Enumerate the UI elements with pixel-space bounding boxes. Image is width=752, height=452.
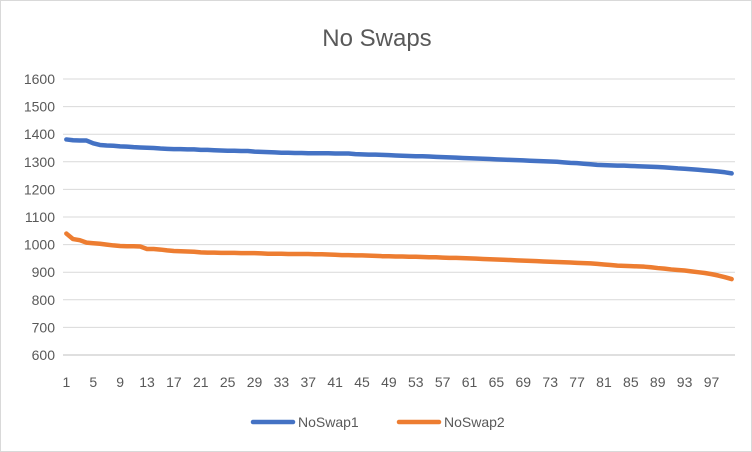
y-tick-label: 1300 xyxy=(24,154,55,170)
x-tick-label: 73 xyxy=(542,374,558,390)
x-axis-ticks: 1 5 9 13 17 21 25 29 33 37 41 45 49 53 57 61 65 69 73 77 81 8… xyxy=(62,374,719,390)
legend: NoSwap1 NoSwap2 xyxy=(250,414,505,430)
x-tick-label: 61 xyxy=(462,374,478,390)
x-tick-label: 29 xyxy=(247,374,263,390)
y-tick-label: 1000 xyxy=(24,237,55,253)
x-tick-label: 89 xyxy=(650,374,666,390)
x-tick-label: 41 xyxy=(327,374,343,390)
x-tick-label: 53 xyxy=(408,374,424,390)
series-lines xyxy=(64,137,734,282)
gridlines xyxy=(63,78,735,356)
y-tick-label: 1600 xyxy=(24,71,55,87)
x-tick-label: 5 xyxy=(89,374,97,390)
y-axis-ticks: 600 700 800 900 1000 1100 1200 1300 1400 1500 1600 xyxy=(24,71,55,363)
y-tick-label: 600 xyxy=(32,347,56,363)
legend-label: NoSwap1 xyxy=(298,414,359,430)
x-tick-label: 49 xyxy=(381,374,397,390)
x-tick-label: 69 xyxy=(516,374,532,390)
x-tick-label: 1 xyxy=(62,374,70,390)
series-line-noswap2 xyxy=(64,231,734,282)
x-tick-label: 93 xyxy=(677,374,693,390)
x-tick-label: 13 xyxy=(139,374,155,390)
legend-label: NoSwap2 xyxy=(444,414,505,430)
x-tick-label: 81 xyxy=(596,374,612,390)
y-tick-label: 1500 xyxy=(24,99,55,115)
y-tick-label: 900 xyxy=(32,264,56,280)
x-tick-label: 65 xyxy=(489,374,505,390)
x-tick-label: 21 xyxy=(193,374,209,390)
x-tick-label: 9 xyxy=(116,374,124,390)
y-tick-label: 800 xyxy=(32,292,56,308)
x-tick-label: 33 xyxy=(274,374,290,390)
x-tick-label: 97 xyxy=(704,374,720,390)
x-tick-label: 77 xyxy=(569,374,585,390)
series-line-noswap1 xyxy=(64,137,734,176)
x-tick-label: 57 xyxy=(435,374,451,390)
chart-title: No Swaps xyxy=(322,25,431,52)
x-tick-label: 85 xyxy=(623,374,639,390)
x-tick-label: 45 xyxy=(354,374,370,390)
x-tick-label: 17 xyxy=(166,374,182,390)
y-tick-label: 700 xyxy=(32,319,56,335)
x-tick-label: 37 xyxy=(300,374,316,390)
x-tick-label: 25 xyxy=(220,374,236,390)
y-tick-label: 1200 xyxy=(24,181,55,197)
y-tick-label: 1400 xyxy=(24,126,55,142)
y-tick-label: 1100 xyxy=(25,209,55,225)
